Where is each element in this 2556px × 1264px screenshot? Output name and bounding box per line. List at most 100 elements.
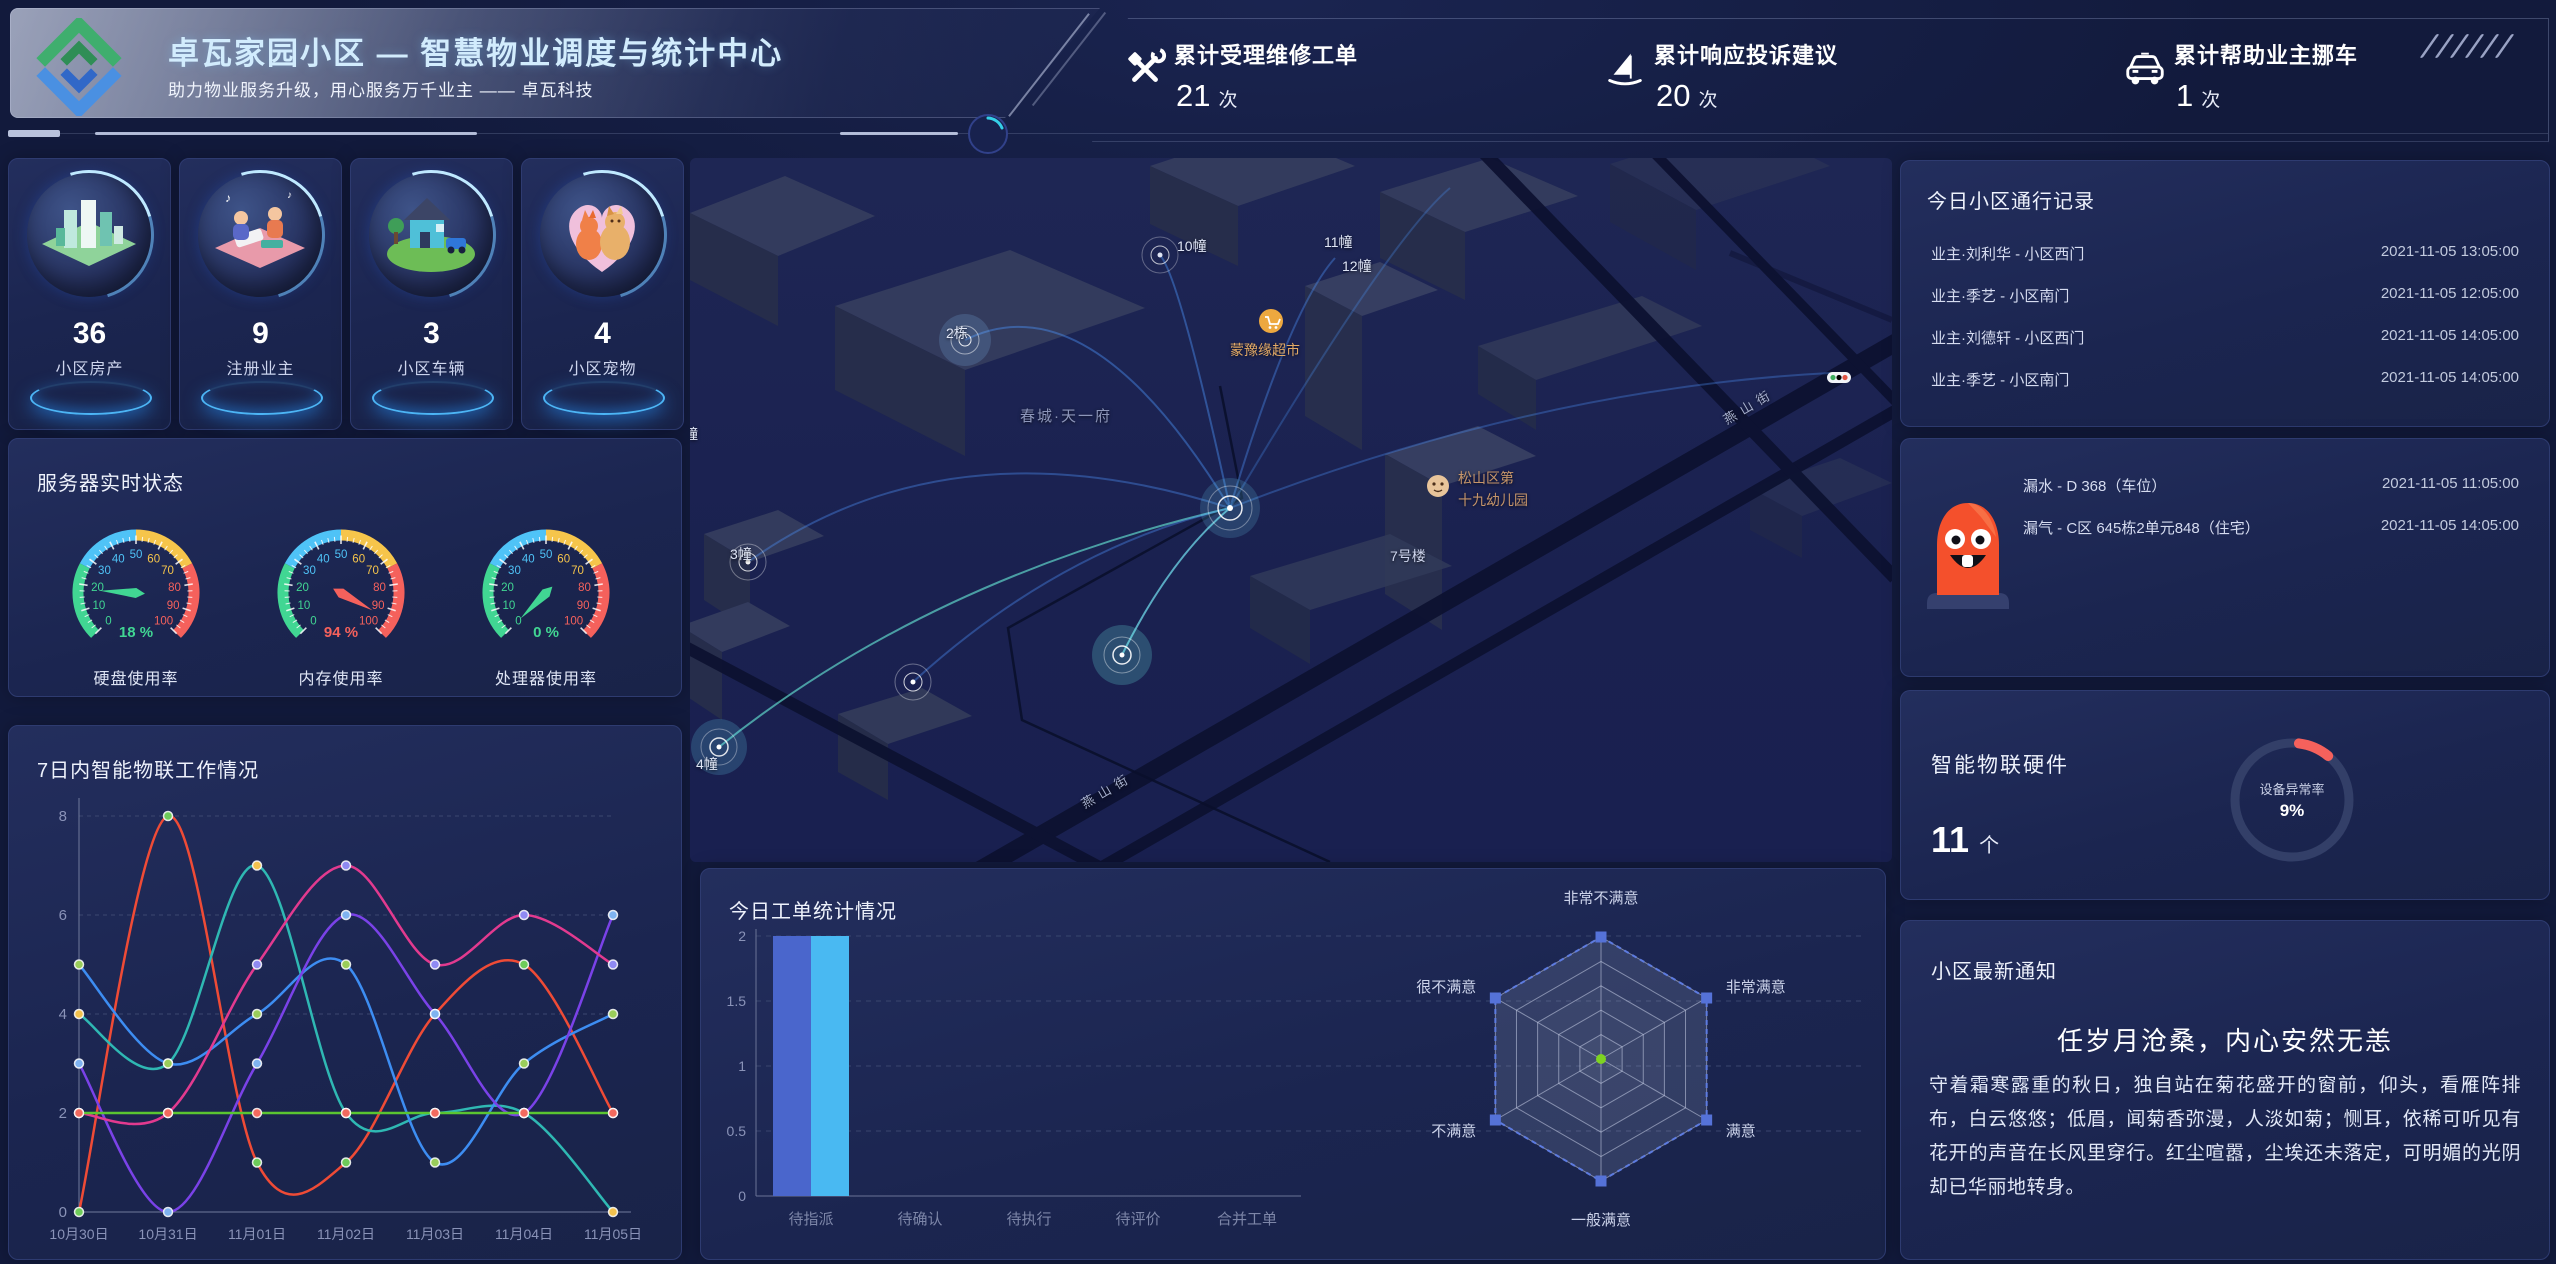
map-buildings	[690, 158, 1892, 800]
svg-text:非常不满意: 非常不满意	[1563, 889, 1638, 907]
card-pets: 4 小区宠物	[521, 158, 684, 430]
siren-monster-icon	[1923, 497, 2013, 612]
track-knob[interactable]	[966, 112, 1010, 156]
workorder-bar-chart: 0 0.5 1 1.5 2 待指派 待确认 待执行 待评价 合并工单	[727, 928, 1861, 1228]
card-value: 3	[423, 317, 440, 350]
stat-unit: 次	[1218, 90, 1238, 111]
svg-text:10: 10	[503, 600, 516, 612]
header-track-line	[8, 133, 2548, 134]
market-label: 蒙豫缘超市	[1230, 342, 1300, 358]
stat-value: 21	[1176, 78, 1211, 113]
gauge-label: 处理器使用率	[494, 671, 597, 688]
svg-text:90: 90	[372, 600, 385, 612]
svg-text:一般满意: 一般满意	[1571, 1211, 1631, 1229]
svg-text:30: 30	[303, 565, 316, 577]
map-marker-hub[interactable]	[1200, 478, 1260, 538]
card-properties: 36 小区房产	[8, 158, 171, 430]
building-label: 3幢	[730, 546, 752, 562]
map-canvas	[690, 158, 1892, 862]
svg-text:20: 20	[296, 582, 309, 594]
access-records-panel: 今日小区通行记录 业主·刘利华 - 小区西门 2021-11-05 13:05:0…	[1900, 160, 2550, 427]
svg-text:60: 60	[352, 553, 365, 565]
traffic-light-icon	[1827, 372, 1851, 383]
logo-icon	[30, 18, 128, 116]
svg-text:0: 0	[738, 1188, 746, 1204]
svg-text:♪: ♪	[287, 190, 292, 201]
stat-unit: 次	[2201, 90, 2221, 111]
record-who: 业主·刘利华 - 小区西门	[1931, 246, 2085, 263]
track-segment	[95, 132, 477, 135]
building-label: 12幢	[1342, 258, 1372, 274]
svg-text:11月04日: 11月04日	[495, 1226, 553, 1242]
hardware-panel: 智能物联硬件 11 个 设备异常率 9%	[1900, 690, 2550, 900]
glow-ring	[372, 381, 494, 415]
community-3d-map[interactable]: 10幢 11幢 12幢 2栋 3幢 4幢 幢 7号楼 春城·天一府 蒙豫缘超市 …	[690, 158, 1892, 862]
alarm-row: 漏气 - C区 645栋2单元848（住宅） 2021-11-05 14:05:0…	[2023, 517, 2519, 541]
svg-text:4: 4	[59, 1006, 67, 1023]
svg-text:2: 2	[59, 1105, 67, 1122]
svg-text:70: 70	[161, 565, 174, 577]
svg-text:0.5: 0.5	[727, 1123, 747, 1139]
market-icon[interactable]	[1259, 309, 1283, 333]
record-who: 业主·季艺 - 小区南门	[1931, 372, 2070, 389]
vehicle-illustration	[369, 173, 493, 297]
map-marker[interactable]	[939, 314, 991, 366]
panel-title: 智能物联硬件	[1931, 754, 2069, 777]
svg-text:90: 90	[577, 600, 590, 612]
alarm-what: 漏水 - D 368（车位）	[2023, 478, 2167, 495]
map-roads	[690, 158, 1892, 862]
building-label: 10幢	[1177, 238, 1207, 254]
city-illustration	[27, 173, 151, 297]
svg-text:1: 1	[738, 1058, 746, 1074]
stat-value: 20	[1656, 78, 1691, 113]
notice-panel: 小区最新通知 任岁月沧桑，内心安然无恙 守着霜寒露重的秋日，独自站在菊花盛开的窗…	[1900, 920, 2550, 1260]
stat-value: 1	[2176, 78, 2194, 113]
record-row: 业主·季艺 - 小区南门 2021-11-05 12:05:00	[1931, 285, 2519, 309]
svg-text:30: 30	[508, 565, 521, 577]
alarm-panel: 漏水 - D 368（车位） 2021-11-05 11:05:00 漏气 - C…	[1900, 438, 2550, 677]
svg-text:待执行: 待执行	[1006, 1211, 1051, 1228]
map-marker[interactable]	[691, 719, 747, 775]
card-label: 注册业主	[226, 361, 295, 378]
stat-label: 累计帮助业主挪车	[2174, 43, 2359, 68]
notice-body: 守着霜寒露重的秋日，独自站在菊花盛开的窗前，仰头，看雁阵排布，白云悠悠；低眉，闻…	[1929, 1075, 2521, 1198]
building-label: 幢	[690, 426, 698, 442]
header-sheen	[10, 8, 1100, 118]
estate-boundary	[1006, 385, 1331, 862]
card-owners: ♪ ♪ 9 注册业主	[179, 158, 342, 430]
svg-text:80: 80	[168, 582, 181, 594]
svg-text:0: 0	[59, 1204, 67, 1221]
estate-label: 春城·天一府	[1020, 408, 1112, 425]
svg-text:80: 80	[373, 582, 386, 594]
svg-text:6: 6	[59, 907, 67, 924]
map-marker[interactable]	[729, 543, 767, 581]
map-marker[interactable]	[1141, 236, 1179, 274]
record-who: 业主·季艺 - 小区南门	[1931, 288, 2070, 305]
svg-text:待评价: 待评价	[1115, 1211, 1160, 1228]
map-marker[interactable]	[1092, 625, 1152, 685]
record-row: 业主·刘德轩 - 小区西门 2021-11-05 14:05:00	[1931, 327, 2519, 351]
svg-text:10: 10	[298, 600, 311, 612]
panel-title: 服务器实时状态	[37, 473, 184, 495]
map-marker[interactable]	[894, 663, 932, 701]
kindergarten-icon[interactable]	[1427, 475, 1449, 497]
kindergarten-label: 松山区第	[1458, 470, 1514, 486]
alarm-row: 漏水 - D 368（车位） 2021-11-05 11:05:00	[2023, 475, 2519, 499]
svg-text:11月02日: 11月02日	[317, 1226, 375, 1242]
svg-text:100: 100	[564, 616, 583, 628]
svg-text:70: 70	[366, 565, 379, 577]
building-label: 4幢	[696, 756, 718, 772]
gauge-label: 硬盘使用率	[93, 671, 179, 688]
svg-text:100: 100	[154, 616, 173, 628]
alarm-time: 2021-11-05 11:05:00	[2381, 475, 2519, 492]
card-vehicles: 3 小区车辆	[350, 158, 513, 430]
record-time: 2021-11-05 14:05:00	[2380, 327, 2519, 344]
panel-title: 今日小区通行记录	[1927, 191, 2095, 213]
svg-text:0: 0	[515, 616, 521, 628]
stats-strip	[1092, 18, 2549, 142]
hardware-count: 11	[1931, 819, 1970, 860]
